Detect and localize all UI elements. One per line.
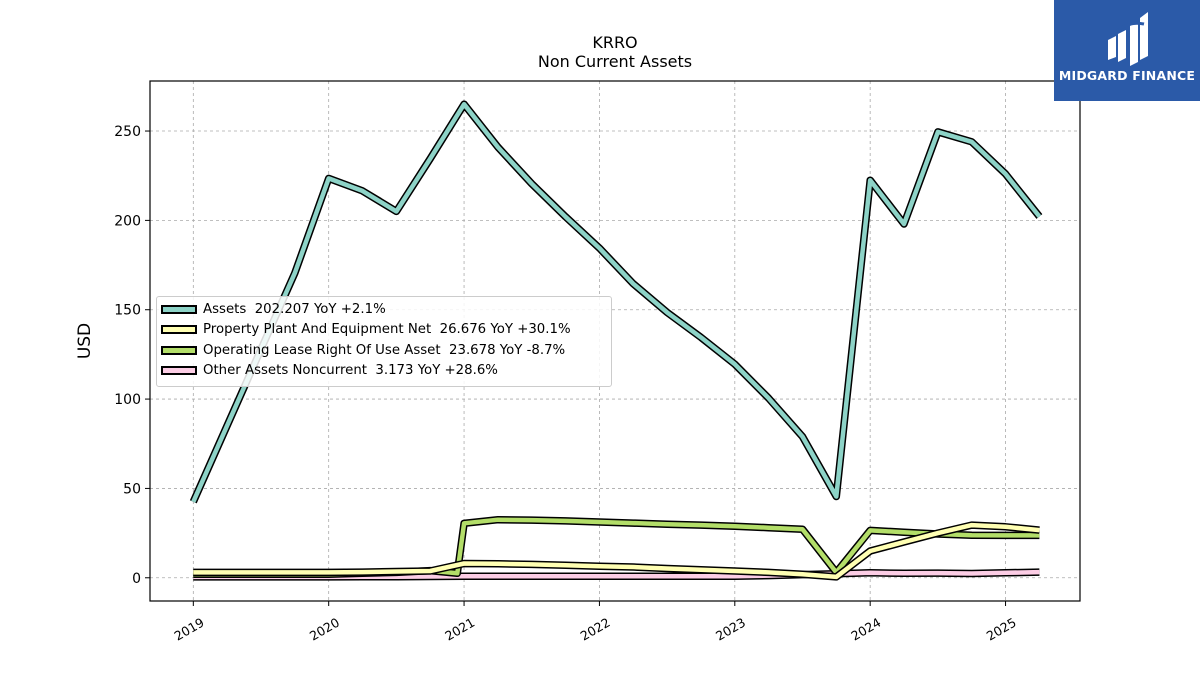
legend-entry: Property Plant And Equipment Net 26.676 … <box>161 321 571 339</box>
x-tick-label: 2024 <box>848 615 883 644</box>
y-tick-label: 50 <box>123 481 141 497</box>
y-tick-label: 0 <box>132 571 141 587</box>
series-line <box>193 569 1040 580</box>
x-axis: 2019 2020 2021 2022 2023 2024 2025 <box>172 601 1019 644</box>
legend: Assets 202.207 YoY +2.1% Property Plant A… <box>156 296 612 387</box>
legend-label: Assets 202.207 YoY +2.1% <box>203 301 386 317</box>
legend-entry: Operating Lease Right Of Use Asset 23.67… <box>161 341 565 359</box>
chart-title: KRRO <box>592 33 638 52</box>
legend-entry: Other Assets Noncurrent 3.173 YoY +28.6% <box>161 362 498 380</box>
series-assets <box>189 100 1043 504</box>
x-tick-label: 2020 <box>307 615 342 644</box>
y-axis: 0 50 100 150 200 250 <box>114 124 150 587</box>
legend-label: Operating Lease Right Of Use Asset 23.67… <box>203 342 566 358</box>
y-tick-label: 200 <box>114 213 141 229</box>
y-tick-label: 150 <box>114 303 141 319</box>
legend-label: Other Assets Noncurrent 3.173 YoY +28.6% <box>203 363 498 378</box>
chart-subtitle: Non Current Assets <box>537 52 693 71</box>
x-tick-label: 2023 <box>713 615 748 644</box>
y-axis-label: USD <box>75 323 95 359</box>
y-tick-label: 100 <box>114 392 141 408</box>
x-tick-label: 2021 <box>442 615 477 644</box>
legend-label: Property Plant And Equipment Net 26.676 … <box>203 322 571 337</box>
series-line <box>193 522 1040 580</box>
brand-logo: MIDGARD FINANCE <box>1054 0 1200 101</box>
legend-swatch <box>161 345 197 355</box>
series-layer <box>189 100 1043 581</box>
legend-entry: Assets 202.207 YoY +2.1% <box>161 300 386 318</box>
x-tick-label: 2025 <box>984 615 1019 644</box>
logo-mark-icon <box>1108 12 1148 66</box>
series-other-assets-noncurrent <box>193 568 1040 581</box>
legend-swatch <box>161 325 197 334</box>
plot-frame <box>149 80 1081 602</box>
x-tick-label: 2019 <box>172 615 207 644</box>
series-property-plant-and-equipment-net <box>193 521 1040 581</box>
legend-swatch <box>161 304 197 314</box>
x-tick-label: 2022 <box>578 615 613 644</box>
y-tick-label: 250 <box>114 124 141 140</box>
logo-text: MIDGARD FINANCE <box>1058 68 1196 83</box>
legend-swatch <box>161 366 197 375</box>
series-line <box>191 101 1042 503</box>
